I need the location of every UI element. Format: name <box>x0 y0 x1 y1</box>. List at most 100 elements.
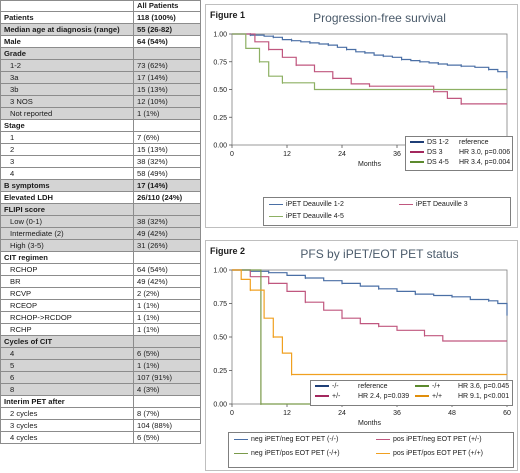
row-label: Patients <box>0 11 134 24</box>
x-tick-label: 0 <box>230 151 234 158</box>
table-row: Elevated LDH 26/110 (24%) <box>0 191 201 204</box>
row-value <box>133 119 201 132</box>
legend-swatch <box>410 161 424 164</box>
y-tick-label: 0.00 <box>213 402 227 409</box>
figure-1-stats-legend: DS 1-2 reference DS 3 HR 3.0, p=0.006 DS 4-5… <box>405 136 513 171</box>
legend-code: -/- <box>332 383 339 390</box>
row-value: 17 (14%) <box>133 71 201 84</box>
row-label: 6 <box>0 371 134 384</box>
stats-legend-item: -/+ HR 3.6, p=0.045 <box>415 383 509 390</box>
row-value: 73 (62%) <box>133 59 201 72</box>
row-value: 55 (26-82) <box>133 23 201 36</box>
row-label: Not reported <box>0 107 134 120</box>
table-row: RCEOP 1 (1%) <box>0 299 201 312</box>
figure-2-panel: Figure 2 PFS by iPET/EOT PET status 0.00 0.… <box>205 240 518 471</box>
table-row: Median age at diagnosis (range) 55 (26-82… <box>0 23 201 36</box>
table-row: Cycles of CIT <box>0 335 201 348</box>
table-row: Interim PET after <box>0 395 201 408</box>
row-label: 3 cycles <box>0 419 134 432</box>
figure-2-series-legend: neg iPET/neg EOT PET (-/-) pos iPET/neg E… <box>228 432 514 468</box>
row-value: 1 (1%) <box>133 311 201 324</box>
row-label: B symptoms <box>0 179 134 192</box>
table-row: 2 cycles 8 (7%) <box>0 407 201 420</box>
figure-2-stats-legend: -/- reference -/+ HR 3.6, p=0.045 +/- HR 2.4,… <box>310 380 513 406</box>
figure-1-panel: Figure 1 Progression-free survival 0.00 0.2… <box>205 4 518 228</box>
row-value: 7 (6%) <box>133 131 201 144</box>
table-row: 2 15 (13%) <box>0 143 201 156</box>
row-value: 17 (14%) <box>133 179 201 192</box>
legend-label: iPET Deauville 4-5 <box>286 213 344 220</box>
row-label: RCHOP <box>0 263 134 276</box>
row-label: 3a <box>0 71 134 84</box>
row-label: Male <box>0 35 134 48</box>
row-label: RCHOP->RCDOP <box>0 311 134 324</box>
y-tick-label: 0.50 <box>213 87 227 94</box>
row-value <box>133 335 201 348</box>
legend-swatch <box>415 385 429 388</box>
series-legend-item: iPET Deauville 3 <box>399 201 468 208</box>
legend-swatch <box>269 215 283 217</box>
legend-swatch <box>376 452 390 454</box>
row-value: 12 (10%) <box>133 95 201 108</box>
series-legend-item: neg iPET/pos EOT PET (-/+) <box>234 450 340 457</box>
legend-label: neg iPET/neg EOT PET (-/-) <box>251 436 339 443</box>
row-label: 3b <box>0 83 134 96</box>
row-value: 4 (3%) <box>133 383 201 396</box>
row-label: Median age at diagnosis (range) <box>0 23 134 36</box>
series-legend-item: iPET Deauville 4-5 <box>269 213 344 220</box>
x-tick-label: 12 <box>283 410 291 417</box>
row-label: RCEOP <box>0 299 134 312</box>
series-legend-item: iPET Deauville 1-2 <box>269 201 344 208</box>
legend-stat: reference <box>459 139 489 146</box>
row-label: Elevated LDH <box>0 191 134 204</box>
row-value: 1 (1%) <box>133 107 201 120</box>
row-label: 3 NOS <box>0 95 134 108</box>
row-value: 64 (54%) <box>133 263 201 276</box>
row-value: 15 (13%) <box>133 143 201 156</box>
table-row: 3 NOS 12 (10%) <box>0 95 201 108</box>
row-label: 2 cycles <box>0 407 134 420</box>
x-tick-label: 12 <box>283 151 291 158</box>
header-all-patients: All Patients <box>133 0 201 12</box>
x-tick-label: 0 <box>230 410 234 417</box>
row-label: 1-2 <box>0 59 134 72</box>
row-label: 2 <box>0 143 134 156</box>
table-row: RCHOP 64 (54%) <box>0 263 201 276</box>
legend-label: pos iPET/neg EOT PET (+/-) <box>393 436 482 443</box>
legend-label: pos iPET/pos EOT PET (+/+) <box>393 450 483 457</box>
y-tick-label: 0.50 <box>213 335 227 342</box>
stats-legend-item: -/- reference <box>315 383 388 390</box>
row-value: 26/110 (24%) <box>133 191 201 204</box>
row-value: 2 (2%) <box>133 287 201 300</box>
legend-swatch <box>399 203 413 205</box>
row-value <box>133 251 201 264</box>
row-label: BR <box>0 275 134 288</box>
legend-code: +/- <box>332 393 341 400</box>
row-label: 3 <box>0 155 134 168</box>
y-tick-label: 1.00 <box>213 268 227 275</box>
legend-stat: reference <box>358 383 388 390</box>
legend-swatch <box>410 151 424 154</box>
legend-swatch <box>376 438 390 440</box>
table-row: 1-2 73 (62%) <box>0 59 201 72</box>
row-value: 104 (88%) <box>133 419 201 432</box>
row-value: 31 (26%) <box>133 239 201 252</box>
figure-label: Figure 2 <box>210 246 245 256</box>
row-value: 58 (49%) <box>133 167 201 180</box>
row-value <box>133 395 201 408</box>
stats-legend-item: +/+ HR 9.1, p<0.001 <box>415 393 509 400</box>
table-row: RCHP 1 (1%) <box>0 323 201 336</box>
patient-characteristics-table: All Patients Patients 118 (100%) Median age… <box>0 0 201 444</box>
x-tick-label: 60 <box>503 410 511 417</box>
stats-legend-item: DS 4-5 HR 3.4, p=0.004 <box>410 159 510 166</box>
legend-code: +/+ <box>432 393 443 400</box>
table-row: B symptoms 17 (14%) <box>0 179 201 192</box>
row-label: 8 <box>0 383 134 396</box>
y-tick-label: 1.00 <box>213 32 227 39</box>
km-curve-4 <box>232 269 507 376</box>
table-row: 3 cycles 104 (88%) <box>0 419 201 432</box>
